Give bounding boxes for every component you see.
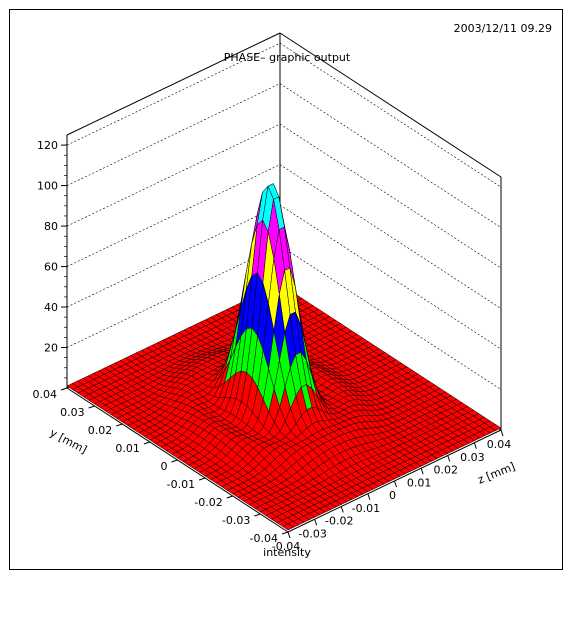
- z-axis-label: intensity: [263, 546, 311, 559]
- z-tick-label: 40: [44, 301, 58, 314]
- x-tick: [340, 506, 344, 513]
- x-tick-label: -0.03: [298, 527, 326, 540]
- x-tick-label: -0.04: [272, 540, 300, 553]
- y-tick: [143, 441, 151, 445]
- x-tick-label: -0.01: [352, 502, 380, 515]
- x-axis-label: z [mm]: [476, 460, 517, 487]
- y-axis-label: y [mm]: [48, 426, 89, 456]
- x-tick-label: 0: [389, 489, 396, 502]
- z-tick-label: 120: [37, 139, 58, 152]
- y-tick: [226, 495, 233, 499]
- x-tick-label: 0.01: [407, 476, 432, 489]
- y-tick-label: -0.04: [250, 532, 278, 545]
- x-tick: [447, 455, 451, 462]
- plot-frame: 2003/12/11 09.29 PHASE– graphic output i…: [9, 9, 563, 570]
- surface-mesh: [66, 183, 502, 531]
- x-tick-label: 0.03: [460, 451, 485, 464]
- y-tick: [198, 477, 206, 481]
- x-tick-label: 0.04: [487, 438, 512, 451]
- grid-line: [66, 42, 281, 146]
- x-tick: [473, 442, 477, 449]
- x-tick: [394, 480, 397, 488]
- x-tick-label: -0.02: [325, 515, 353, 528]
- chart-title: PHASE– graphic output: [223, 51, 351, 64]
- z-tick-label: 100: [37, 180, 58, 193]
- y-tick-label: -0.02: [194, 496, 222, 509]
- timestamp: 2003/12/11 09.29: [453, 22, 552, 35]
- z-tick-label: 80: [44, 220, 58, 233]
- y-tick-label: 0: [161, 460, 168, 473]
- grid-line: [66, 204, 281, 308]
- x-tick-label: 0.02: [434, 464, 459, 477]
- x-tick: [287, 531, 291, 539]
- axes: 20406080100120-0.04-0.03-0.02-0.0100.010…: [33, 139, 518, 553]
- grid-line: [66, 245, 281, 348]
- box-edge: [279, 32, 502, 178]
- y-tick-label: 0.02: [88, 424, 113, 437]
- x-tick: [314, 519, 318, 526]
- surface-cell: [281, 523, 294, 531]
- x-tick: [500, 429, 504, 437]
- y-tick: [254, 513, 261, 517]
- y-tick: [116, 423, 123, 427]
- y-tick: [60, 387, 68, 391]
- surface-plot: 20406080100120-0.04-0.03-0.02-0.0100.010…: [33, 32, 518, 553]
- y-tick: [281, 531, 289, 535]
- y-tick-label: -0.03: [222, 514, 250, 527]
- z-tick-label: 60: [44, 261, 58, 274]
- y-tick: [88, 405, 95, 409]
- y-tick-label: 0.03: [60, 406, 85, 419]
- y-tick: [171, 459, 178, 463]
- grid-line: [66, 164, 281, 267]
- grid-line: [66, 83, 281, 186]
- box-edge: [66, 32, 281, 136]
- z-tick-label: 20: [44, 342, 58, 355]
- grid-line: [279, 123, 502, 269]
- y-tick-label: -0.01: [167, 478, 195, 491]
- y-tick-label: 0.01: [115, 442, 140, 455]
- grid-line: [66, 123, 281, 227]
- x-tick: [420, 468, 424, 475]
- grid-line: [279, 42, 502, 188]
- grid-line: [279, 164, 502, 309]
- y-tick-label: 0.04: [33, 388, 58, 401]
- x-tick: [367, 493, 371, 500]
